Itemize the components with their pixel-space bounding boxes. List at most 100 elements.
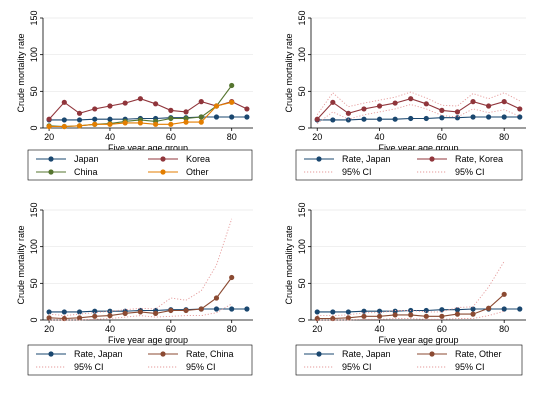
x-tick-label: 40	[105, 132, 115, 142]
data-point	[361, 116, 367, 122]
data-point	[330, 117, 336, 123]
data-point	[454, 109, 461, 115]
data-point	[213, 114, 220, 120]
data-point	[137, 120, 143, 126]
x-tick-label: 40	[105, 324, 115, 334]
legend-label: Other	[186, 167, 209, 177]
legend-box	[295, 344, 523, 376]
x-tick-label: 60	[437, 324, 447, 334]
panels: 0 50 100 150 20 40 60 80 Five year age group Crud…	[10, 10, 540, 393]
data-point	[229, 99, 235, 105]
data-point	[376, 116, 383, 122]
x-tick-label: 20	[312, 324, 322, 334]
x-tick-label: 20	[44, 324, 54, 334]
legend-key-marker	[48, 351, 54, 357]
y-tick-label: 150	[297, 10, 307, 25]
ci-line-4	[317, 261, 505, 317]
data-point	[486, 305, 492, 311]
y-tick-label: 0	[297, 317, 307, 322]
y-tick-label: 100	[297, 239, 307, 254]
data-point	[439, 313, 445, 319]
data-point	[376, 313, 383, 319]
data-point	[470, 114, 476, 120]
data-point	[439, 107, 445, 113]
data-point	[213, 103, 220, 109]
legend-box	[295, 149, 523, 181]
data-point	[392, 308, 398, 314]
data-point	[330, 309, 336, 315]
legend-label: China	[74, 167, 98, 177]
data-point	[107, 116, 113, 122]
data-point	[392, 100, 398, 106]
data-point	[183, 109, 189, 115]
data-point	[107, 121, 113, 127]
x-axis-title: Five year age group	[378, 143, 458, 153]
data-point	[122, 310, 128, 316]
legend-label: 95% CI	[186, 362, 216, 372]
data-point	[137, 309, 143, 315]
x-tick-label: 80	[499, 132, 509, 142]
data-point	[470, 306, 476, 312]
data-point	[198, 306, 204, 312]
legend-key-marker	[316, 156, 322, 162]
data-point	[92, 116, 98, 122]
y-tick-label: 50	[297, 86, 307, 96]
data-point	[454, 311, 461, 317]
data-point	[76, 315, 83, 321]
ci-line-3	[316, 104, 520, 124]
data-point	[183, 115, 189, 122]
data-point	[470, 311, 476, 317]
chart-panel-2: 0 50 100 150 20 40 60 80 Five year age group Crud…	[278, 10, 540, 197]
x-axis-title: Five year age group	[108, 143, 188, 153]
data-point	[423, 313, 429, 319]
ci-line-3	[317, 310, 505, 321]
data-point	[314, 309, 320, 315]
data-point	[92, 308, 98, 314]
data-point	[46, 123, 52, 130]
legend-label: 95% CI	[455, 167, 485, 177]
data-point	[486, 103, 492, 109]
data-point	[229, 82, 235, 89]
data-point	[229, 274, 235, 281]
ci-line-4	[49, 218, 233, 317]
legend-key-marker	[160, 351, 166, 357]
data-point	[122, 100, 128, 106]
data-point	[361, 106, 367, 112]
data-point	[92, 121, 98, 127]
x-tick-label: 80	[227, 132, 237, 142]
data-point	[486, 114, 492, 120]
data-point	[408, 96, 414, 102]
legend-label: Rate, Japan	[342, 154, 391, 164]
data-point	[330, 315, 336, 322]
y-tick-label: 50	[29, 278, 39, 288]
x-tick-label: 60	[166, 324, 176, 334]
ci-line-3	[49, 303, 232, 321]
x-tick-label: 40	[375, 324, 385, 334]
data-point	[244, 306, 250, 312]
data-point	[345, 117, 351, 123]
data-point	[517, 106, 523, 112]
chart-panel-1: 0 50 100 150 20 40 60 80 Five year age group Crud…	[10, 10, 270, 197]
y-tick-label: 0	[29, 317, 39, 322]
series-line-2	[48, 98, 248, 120]
legend-key-marker	[429, 351, 435, 357]
data-point	[314, 315, 320, 322]
legend-key-marker	[429, 156, 435, 162]
data-point	[423, 101, 429, 107]
data-point	[46, 309, 52, 315]
data-point	[517, 306, 523, 312]
data-point	[61, 117, 67, 123]
legend-key-marker	[160, 169, 166, 175]
y-tick-label: 150	[297, 202, 307, 217]
x-tick-label: 40	[375, 132, 385, 142]
legend-label: Rate, China	[186, 349, 234, 359]
data-point	[107, 313, 113, 319]
y-tick-label: 100	[297, 47, 307, 62]
data-point	[137, 96, 143, 102]
data-point	[454, 115, 461, 121]
y-tick-label: 150	[29, 202, 39, 217]
y-tick-label: 150	[29, 10, 39, 25]
data-point	[76, 309, 83, 315]
data-point	[61, 315, 67, 322]
